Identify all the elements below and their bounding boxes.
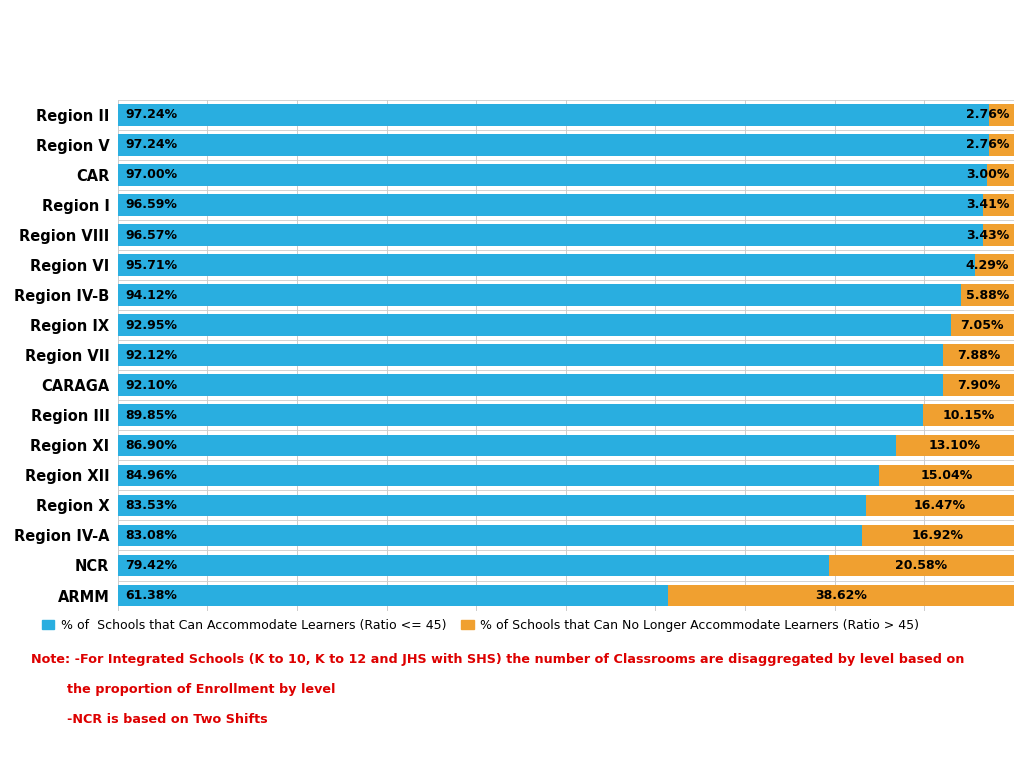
Text: 96.59%: 96.59%: [125, 198, 177, 211]
Bar: [118, 254, 975, 276]
Text: 38.62%: 38.62%: [815, 589, 866, 602]
Bar: [118, 284, 962, 306]
Text: 79.42%: 79.42%: [125, 559, 177, 572]
Text: 92.95%: 92.95%: [125, 319, 177, 332]
Text: Percentage of Schools Based on Classroom: Percentage of Schools Based on Classroom: [18, 27, 1024, 73]
Bar: [118, 405, 923, 426]
Text: 16.47%: 16.47%: [913, 499, 966, 512]
Bar: [987, 164, 1014, 186]
Bar: [943, 375, 1014, 396]
Bar: [950, 314, 1014, 336]
Bar: [923, 405, 1014, 426]
Bar: [118, 164, 987, 186]
Text: 97.00%: 97.00%: [125, 168, 177, 181]
Text: 84.96%: 84.96%: [125, 469, 177, 482]
Text: 20.58%: 20.58%: [896, 559, 947, 572]
Text: 16.92%: 16.92%: [912, 529, 964, 542]
Bar: [943, 344, 1014, 366]
Text: 97.24%: 97.24%: [125, 108, 177, 121]
Text: 13.10%: 13.10%: [929, 439, 981, 452]
Text: 7.05%: 7.05%: [961, 319, 1004, 332]
Bar: [829, 554, 1014, 576]
Legend: % of  Schools that Can Accommodate Learners (Ratio <= 45), % of Schools that Can: % of Schools that Can Accommodate Learne…: [37, 614, 924, 637]
Text: 7.90%: 7.90%: [956, 379, 1000, 392]
Bar: [862, 525, 1014, 546]
Text: 10.15%: 10.15%: [942, 409, 994, 422]
Bar: [118, 525, 862, 546]
Bar: [118, 435, 896, 456]
Text: 15.04%: 15.04%: [921, 469, 973, 482]
Bar: [118, 375, 943, 396]
Text: 4.29%: 4.29%: [966, 259, 1010, 272]
Text: 95.71%: 95.71%: [125, 259, 177, 272]
Bar: [118, 465, 879, 486]
Text: 92.12%: 92.12%: [125, 349, 177, 362]
Bar: [118, 224, 983, 246]
Text: 7.88%: 7.88%: [956, 349, 1000, 362]
Text: 61.38%: 61.38%: [125, 589, 177, 602]
Text: 83.08%: 83.08%: [125, 529, 177, 542]
Bar: [879, 465, 1014, 486]
Bar: [989, 134, 1014, 156]
Text: 86.90%: 86.90%: [125, 439, 177, 452]
Text: 89.85%: 89.85%: [125, 409, 177, 422]
Text: the proportion of Enrollment by level: the proportion of Enrollment by level: [31, 683, 335, 696]
Bar: [989, 104, 1014, 126]
Bar: [118, 554, 829, 576]
Text: -NCR is based on Two Shifts: -NCR is based on Two Shifts: [31, 713, 267, 726]
Text: 96.57%: 96.57%: [125, 229, 177, 241]
Bar: [866, 495, 1014, 516]
Bar: [118, 194, 983, 216]
Bar: [118, 584, 668, 607]
Bar: [118, 104, 989, 126]
Bar: [118, 314, 950, 336]
Text: Note: -For Integrated Schools (K to 10, K to 12 and JHS with SHS) the number of : Note: -For Integrated Schools (K to 10, …: [31, 653, 964, 666]
Text: 19: 19: [969, 739, 993, 757]
Text: 2.76%: 2.76%: [966, 108, 1010, 121]
Text: 83.53%: 83.53%: [125, 499, 177, 512]
Bar: [668, 584, 1014, 607]
Bar: [962, 284, 1014, 306]
Bar: [118, 134, 989, 156]
Bar: [118, 344, 943, 366]
Text: 5.88%: 5.88%: [966, 289, 1009, 302]
Text: 3.00%: 3.00%: [966, 168, 1010, 181]
Text: 3.41%: 3.41%: [966, 198, 1010, 211]
Bar: [983, 224, 1014, 246]
Bar: [975, 254, 1014, 276]
Text: 97.24%: 97.24%: [125, 138, 177, 151]
Text: 2.76%: 2.76%: [966, 138, 1010, 151]
Bar: [118, 495, 866, 516]
Bar: [896, 435, 1014, 456]
Text: Department of Education: Department of Education: [384, 739, 640, 757]
Text: 92.10%: 92.10%: [125, 379, 177, 392]
Text: 94.12%: 94.12%: [125, 289, 177, 302]
Text: 3.43%: 3.43%: [966, 229, 1010, 241]
Bar: [983, 194, 1014, 216]
